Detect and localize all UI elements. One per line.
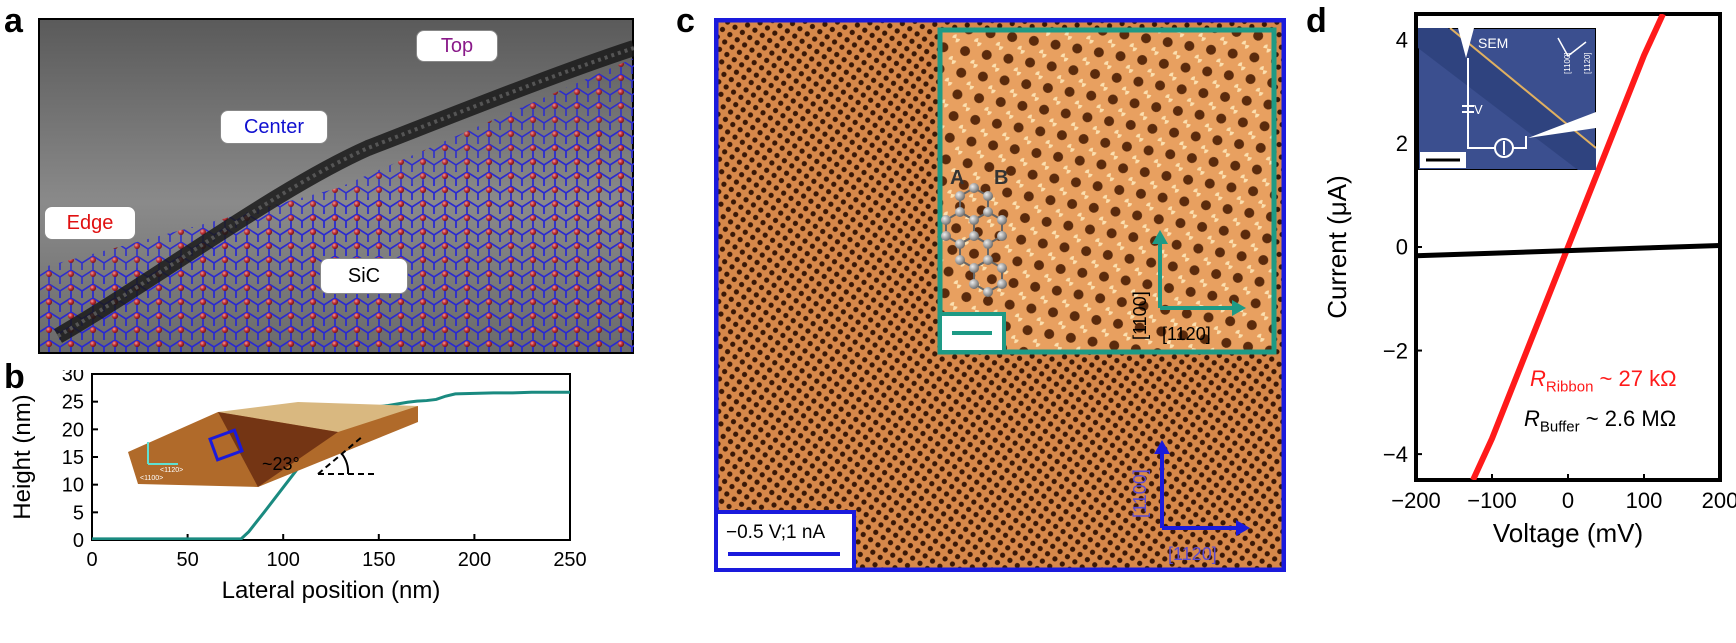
panel-a-render: [38, 18, 634, 354]
y-tick-label-5: 25: [62, 392, 84, 414]
y-tick-label-0: 0: [73, 530, 84, 552]
y-axis-label: Current (μA): [1322, 175, 1352, 319]
main-axis-horizontal: [1120]: [1168, 544, 1217, 564]
y-tick-label-6: 30: [62, 370, 84, 386]
inset-axis-vertical: [1100]: [1130, 291, 1150, 340]
scale-label: −0.5 V;1 nA: [726, 522, 825, 543]
lattice-label-a: A: [950, 167, 964, 189]
panel-letter-c: c: [676, 2, 695, 40]
x-tick-label-4: 200: [458, 549, 491, 571]
y-tick-label-3: 15: [62, 447, 84, 469]
x-tick-label-5: 250: [553, 549, 586, 571]
x-axis-label: Voltage (mV): [1493, 518, 1643, 548]
panel-letter-a: a: [4, 2, 23, 40]
annotation-buffer: RBuffer ~ 2.6 MΩ: [1524, 406, 1676, 435]
inset-angle-label: ~23°: [262, 454, 300, 474]
label-center: Center: [220, 110, 328, 144]
y-tick-label-4: 20: [62, 419, 84, 441]
sem-label: SEM: [1478, 35, 1508, 51]
x-tick-label-0: −200: [1391, 488, 1441, 513]
y-tick-label-4: 4: [1396, 28, 1408, 53]
label-sic: SiC: [320, 258, 408, 294]
inset-axis-label-1: <1100>: [140, 475, 163, 482]
x-axis-label: Lateral position (nm): [222, 577, 441, 604]
y-tick-label-0: −4: [1383, 442, 1408, 467]
y-tick-label-2: 0: [1396, 235, 1408, 260]
inset-axis-label-2: <1120>: [160, 467, 183, 474]
y-axis-label: Height (nm): [9, 394, 36, 519]
annotation-buffer-sub: Buffer: [1539, 418, 1580, 436]
panel-letter-b: b: [4, 358, 25, 396]
x-tick-label-3: 100: [1626, 488, 1663, 513]
x-tick-label-4: 200: [1702, 488, 1736, 513]
x-tick-label-1: 50: [176, 549, 198, 571]
series-line-1: [1416, 242, 1720, 259]
x-tick-label-3: 150: [362, 549, 395, 571]
sem-dir-2: [1120]: [1583, 52, 1592, 74]
y-tick-label-1: −2: [1383, 338, 1408, 363]
series-line-0: [1470, 14, 1666, 480]
sem-v-label: V: [1474, 102, 1483, 117]
inset-axis-horizontal: [1120]: [1162, 324, 1211, 344]
sem-dir-1: [1100]: [1563, 52, 1572, 74]
y-tick-label-1: 5: [73, 502, 84, 524]
x-tick-label-2: 0: [1562, 488, 1574, 513]
lattice-label-b: B: [994, 167, 1008, 189]
panel-letter-d: d: [1306, 2, 1327, 40]
panel-c-stm-image: A B [1100] [1120] [1100] [1120] −0.5 V;1…: [714, 18, 1286, 572]
annotation-buffer-value: ~ 2.6 MΩ: [1579, 406, 1677, 431]
panel-d-sem-inset: SEM V [1100] [1120]: [1418, 28, 1596, 170]
panel-d-chart: −200 −100 0 100 200 −4 −2 0 2 4 Voltage (mV) Curren…: [1322, 12, 1736, 548]
y-tick-label-2: 10: [62, 475, 84, 497]
annotation-ribbon: RRibbon ~ 27 kΩ: [1530, 366, 1677, 395]
main-axis-vertical: [1100]: [1130, 469, 1150, 518]
annotation-ribbon-value: ~ 27 kΩ: [1593, 366, 1677, 391]
annotation-ribbon-sub: Ribbon: [1545, 378, 1594, 396]
x-tick-label-2: 100: [267, 549, 300, 571]
x-tick-label-0: 0: [86, 549, 97, 571]
x-tick-label-1: −100: [1467, 488, 1517, 513]
panel-b-inset-topography: <1100> <1120>: [128, 402, 418, 487]
annotation-buffer-r: R: [1524, 406, 1540, 431]
annotation-ribbon-r: R: [1530, 366, 1546, 391]
y-tick-label-3: 2: [1396, 131, 1408, 156]
label-top: Top: [416, 30, 498, 62]
label-edge: Edge: [44, 206, 136, 240]
